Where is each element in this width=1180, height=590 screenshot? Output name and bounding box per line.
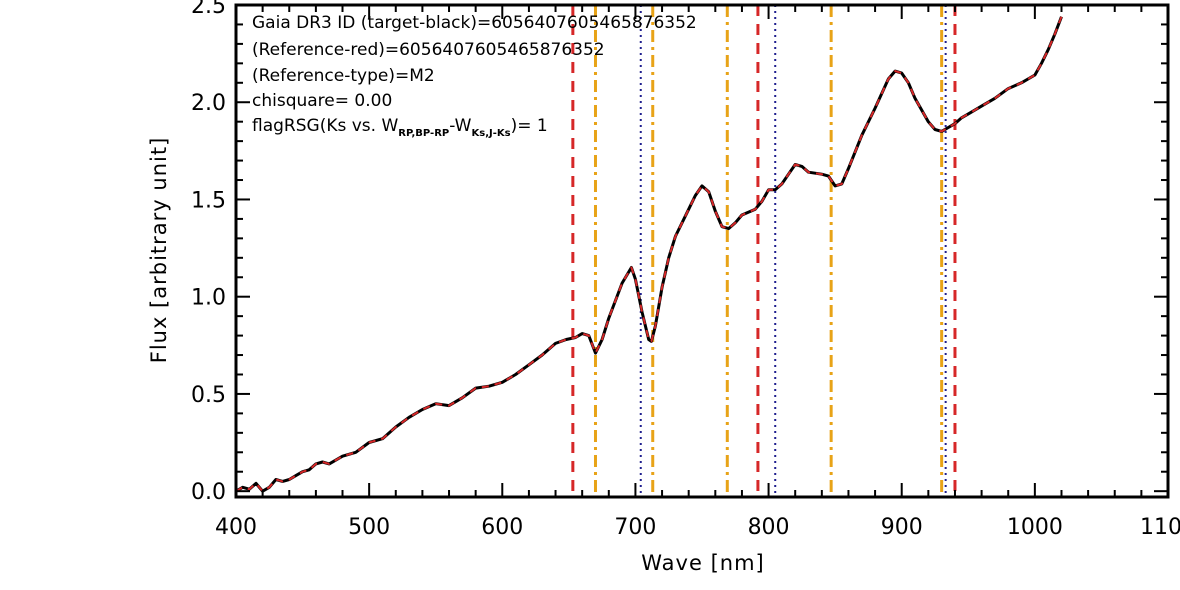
- x-tick-label: 600: [481, 515, 523, 540]
- flag-prefix: flagRSG(Ks vs. W: [252, 116, 398, 136]
- annotation-reference-red: (Reference-red)=6056407605465876352: [252, 40, 605, 60]
- y-tick-label: 2.5: [191, 0, 226, 19]
- x-tick-label: 700: [614, 515, 656, 540]
- y-axis-label: Flux [arbitrary unit]: [147, 137, 171, 364]
- y-tick-label: 0.5: [191, 383, 226, 408]
- y-tick-label: 1.0: [191, 286, 226, 311]
- annotation-block: Gaia DR3 ID (target-black)=6056407605465…: [252, 13, 697, 139]
- x-tick-label: 900: [881, 515, 923, 540]
- annotation-reference-type: (Reference-type)=M2: [252, 66, 435, 86]
- y-tick-label: 2.0: [191, 91, 226, 116]
- flag-suffix: )= 1: [511, 116, 548, 136]
- annotation-chisquare: chisquare= 0.00: [252, 91, 392, 111]
- x-tick-label: 500: [348, 515, 390, 540]
- target-spectrum-line: [235, 16, 1063, 493]
- reference-lines: [571, 5, 957, 497]
- plot-frame: [234, 3, 1170, 499]
- annotation-flag-rsg: flagRSG(Ks vs. WRP,BP-RP-WKs,J-Ks)= 1: [252, 116, 548, 139]
- axis-ticks: [235, 4, 1169, 497]
- x-tick-label: 400: [215, 515, 257, 540]
- y-tick-label: 1.5: [191, 188, 226, 213]
- y-tick-label: 0.0: [191, 480, 226, 505]
- x-tick-label: 800: [748, 515, 790, 540]
- flag-mid: -W: [449, 116, 471, 136]
- reference-spectrum-line: [235, 16, 1063, 493]
- series-lines: [235, 16, 1063, 493]
- annotation-gaia-id: Gaia DR3 ID (target-black)=6056407605465…: [252, 13, 697, 33]
- x-axis-label: Wave [nm]: [641, 551, 764, 575]
- flag-sub1: RP,BP-RP: [398, 128, 449, 139]
- flag-sub2: Ks,J-Ks: [472, 128, 511, 139]
- x-tick-label: 1000: [1007, 515, 1063, 540]
